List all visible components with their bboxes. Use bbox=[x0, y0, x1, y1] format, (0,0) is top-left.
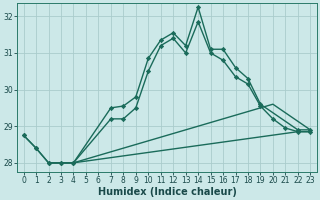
X-axis label: Humidex (Indice chaleur): Humidex (Indice chaleur) bbox=[98, 187, 236, 197]
